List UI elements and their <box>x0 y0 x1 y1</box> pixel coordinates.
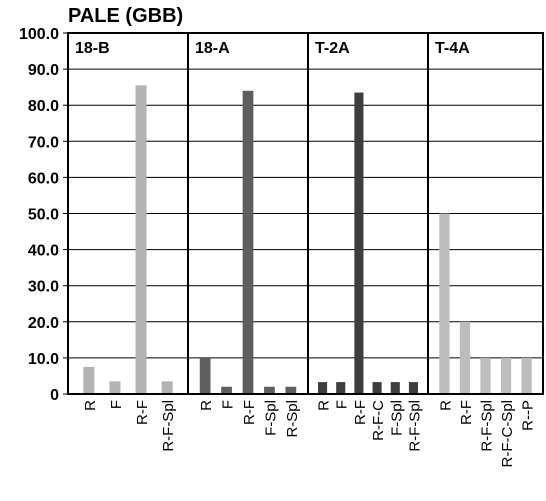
y-tick-label: 20.0 <box>28 315 59 332</box>
bar <box>83 366 95 394</box>
x-tick-label: R <box>198 400 215 411</box>
y-tick-label: 70.0 <box>28 134 59 151</box>
x-tick-label: F <box>334 400 351 409</box>
panel-label: 18-A <box>195 40 230 57</box>
bar <box>264 386 275 394</box>
y-tick-label: 40.0 <box>28 243 59 260</box>
x-tick-label: R-F-C <box>370 400 387 441</box>
bar <box>242 90 254 394</box>
x-tick-label: R-Spl <box>284 400 301 438</box>
bar <box>109 381 121 394</box>
bar <box>408 382 418 394</box>
y-tick-label: 30.0 <box>28 279 59 296</box>
y-tick-label: 90.0 <box>28 62 59 79</box>
y-tick-label: 50.0 <box>28 207 59 224</box>
panel-label: 18-B <box>75 40 110 57</box>
bar <box>500 357 512 394</box>
x-tick-label: R-F <box>458 400 475 425</box>
x-tick-label: R--P <box>520 400 537 431</box>
x-tick-label: R-F <box>352 400 369 425</box>
x-tick-label: F-Spl <box>262 400 279 436</box>
bar <box>372 382 382 394</box>
x-tick-label: R <box>82 400 99 411</box>
bar <box>521 357 532 394</box>
bar <box>161 381 173 394</box>
x-tick-label: R-F-Spl <box>479 400 496 452</box>
x-tick-label: R <box>316 400 333 411</box>
panel-label: T-2A <box>315 40 350 57</box>
x-tick-label: F <box>220 400 237 409</box>
x-tick-label: F <box>108 400 125 409</box>
bar <box>439 213 450 394</box>
bar <box>480 357 491 394</box>
bar <box>336 382 346 394</box>
y-tick-label: 0 <box>50 387 59 404</box>
y-tick-label: 100.0 <box>19 26 59 43</box>
bar <box>390 382 400 394</box>
bar <box>285 386 297 394</box>
bar <box>135 85 147 394</box>
x-tick-label: R-F-C-Spl <box>499 400 516 468</box>
bar <box>354 92 364 394</box>
bar <box>221 386 232 394</box>
y-tick-label: 60.0 <box>28 170 59 187</box>
bar <box>459 321 471 394</box>
bar <box>318 382 328 394</box>
y-tick-label: 80.0 <box>28 98 59 115</box>
x-tick-label: R <box>437 400 454 411</box>
x-tick-label: R-F-Spl <box>406 400 423 452</box>
x-tick-label: F-Spl <box>388 400 405 436</box>
x-tick-label: R-F <box>241 400 258 425</box>
chart-title: PALE (GBB) <box>68 5 183 27</box>
y-tick-label: 10.0 <box>28 351 59 368</box>
bar <box>199 357 211 394</box>
x-tick-label: R-F <box>134 400 151 425</box>
panel-label: T-4A <box>435 40 470 57</box>
x-tick-label: R-F-Spl <box>160 400 177 452</box>
